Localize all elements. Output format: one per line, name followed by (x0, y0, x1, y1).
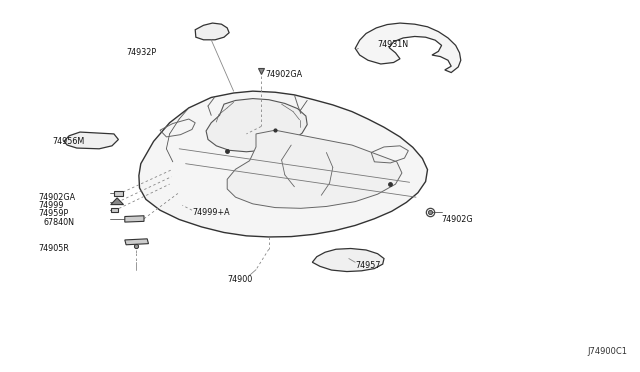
Text: 74905R: 74905R (38, 244, 69, 253)
Polygon shape (195, 23, 229, 40)
Text: 74931N: 74931N (378, 40, 409, 49)
Text: 74999+A: 74999+A (192, 208, 230, 217)
Polygon shape (312, 248, 384, 272)
Polygon shape (125, 216, 144, 222)
Polygon shape (355, 23, 461, 73)
Text: 74999: 74999 (38, 201, 64, 210)
Polygon shape (111, 208, 118, 212)
Polygon shape (125, 239, 148, 245)
Text: 74959P: 74959P (38, 209, 68, 218)
Text: 67840N: 67840N (44, 218, 74, 227)
Text: J74900C1: J74900C1 (588, 347, 627, 356)
Text: 74900: 74900 (227, 275, 252, 284)
Text: 74902GA: 74902GA (38, 193, 76, 202)
Text: 74902GA: 74902GA (266, 70, 303, 79)
Polygon shape (114, 191, 123, 196)
Text: 74902G: 74902G (442, 215, 473, 224)
Polygon shape (227, 130, 402, 208)
Text: 74957: 74957 (355, 262, 381, 270)
Text: 74956M: 74956M (52, 137, 84, 146)
Polygon shape (64, 132, 118, 149)
Polygon shape (206, 99, 307, 152)
Text: 74932P: 74932P (127, 48, 157, 57)
Polygon shape (111, 198, 124, 205)
Polygon shape (139, 91, 428, 237)
